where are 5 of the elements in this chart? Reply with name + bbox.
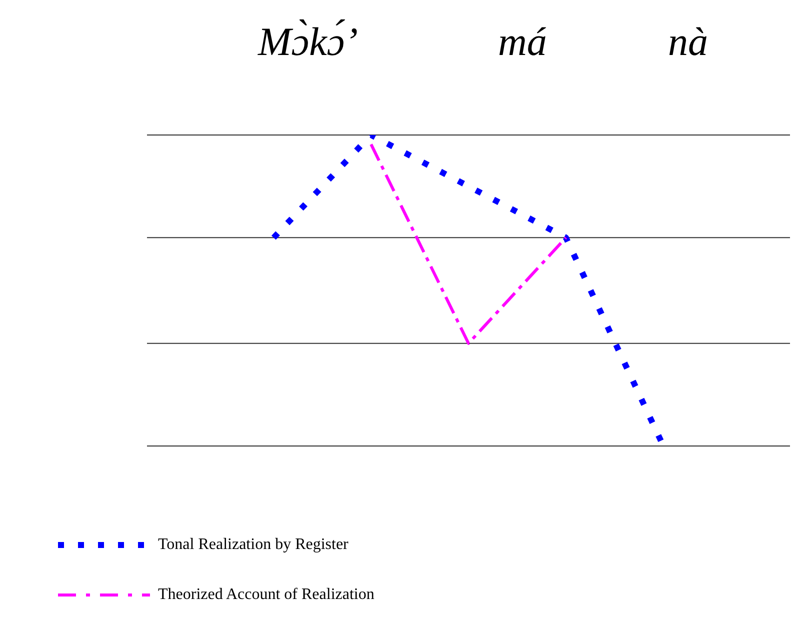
legend-label: Theorized Account of Realization [158,586,374,604]
text: má [498,18,547,65]
text: nà [668,18,708,65]
text: Mɔ̀kɔ́’ [258,18,358,65]
legend-label: Tonal Realization by Register [158,536,348,554]
